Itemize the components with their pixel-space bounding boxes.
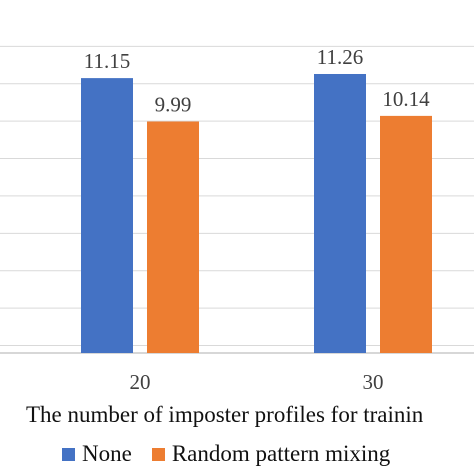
data-label: 11.26	[317, 45, 363, 69]
data-label: 11.15	[84, 49, 130, 73]
legend-label-random-pattern-mixing: Random pattern mixing	[171, 441, 391, 466]
x-tick-label: 30	[363, 370, 384, 394]
legend-item-random-pattern-mixing: Random pattern mixing	[151, 441, 391, 467]
x-tick-label: 20	[130, 370, 151, 394]
x-axis-label: The number of imposter profiles for trai…	[26, 402, 424, 427]
bar-random-pattern-mixing-30	[380, 115, 432, 353]
legend-swatch-random-pattern-mixing	[151, 447, 165, 461]
data-label: 10.14	[382, 87, 430, 111]
bar-random-pattern-mixing-20	[147, 121, 199, 353]
bar-none-30	[314, 73, 366, 353]
legend-label-none: None	[82, 441, 132, 466]
legend-swatch-none	[62, 447, 75, 461]
legend: None Random pattern mixing	[62, 441, 410, 467]
legend-item-none: None	[62, 441, 132, 467]
bar-none-20	[81, 78, 133, 354]
data-label: 9.99	[155, 92, 192, 116]
